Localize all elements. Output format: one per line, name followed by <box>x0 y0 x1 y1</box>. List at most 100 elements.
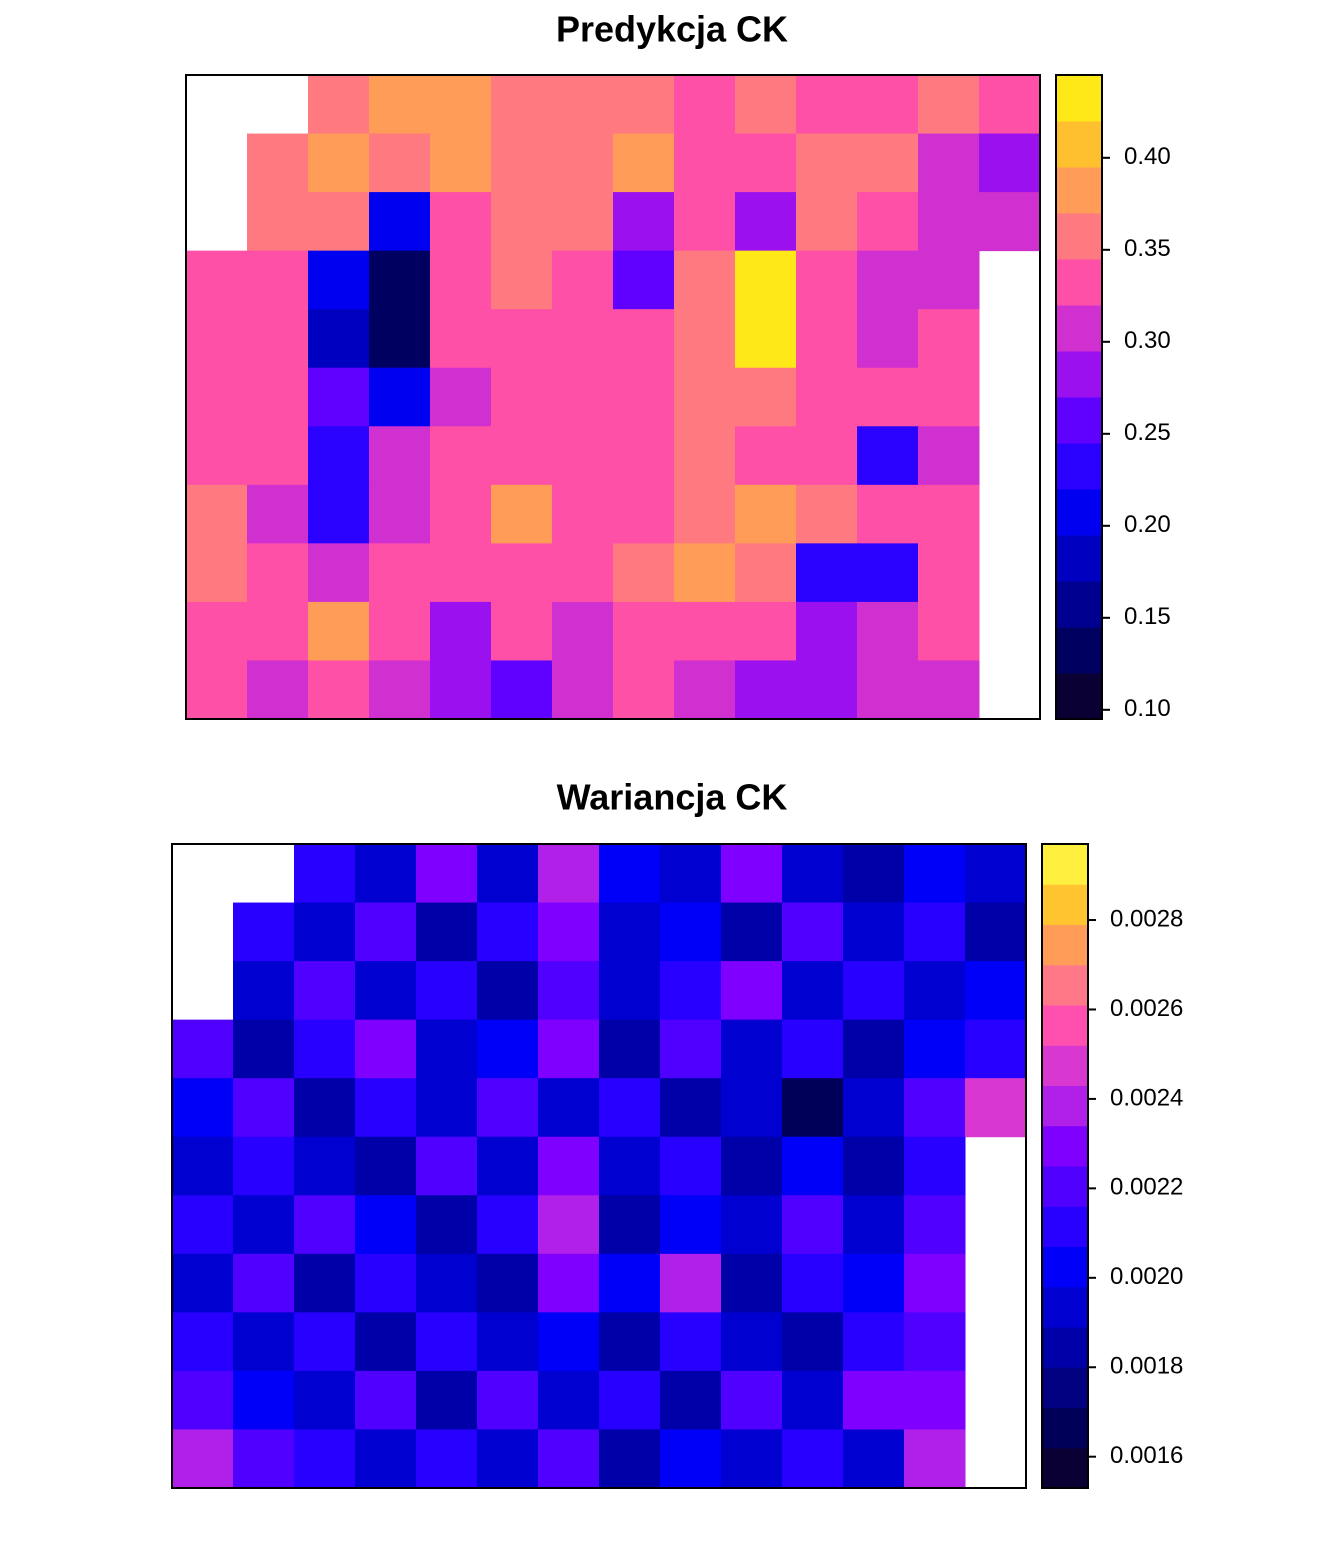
raster-cell <box>796 192 858 252</box>
raster-cell <box>491 367 553 427</box>
raster-cell <box>294 1312 356 1372</box>
raster-cell <box>416 1253 478 1313</box>
raster-cell <box>247 309 309 369</box>
raster-cell <box>796 601 858 661</box>
raster-cell <box>721 1370 783 1430</box>
colorbar-band <box>1042 1166 1088 1207</box>
raster-cell <box>294 1253 356 1313</box>
raster-cell <box>782 1429 844 1489</box>
raster-cell <box>308 133 370 193</box>
raster-cell <box>735 192 797 252</box>
raster-cell <box>613 250 675 310</box>
raster-cell <box>477 1136 539 1196</box>
raster-cell <box>735 309 797 369</box>
raster-cell <box>416 1019 478 1079</box>
raster-cell <box>782 1136 844 1196</box>
raster-cell <box>599 961 661 1021</box>
raster-cell <box>965 902 1027 962</box>
raster-cell <box>674 75 736 135</box>
raster-cell <box>843 961 905 1021</box>
raster-cell <box>430 133 492 193</box>
raster-cell <box>674 133 736 193</box>
colorbar-band <box>1042 1327 1088 1368</box>
raster-cell <box>355 1019 417 1079</box>
raster-cell <box>782 902 844 962</box>
raster-cell <box>857 660 919 720</box>
raster-cell <box>294 1078 356 1138</box>
raster-cell <box>904 1253 966 1313</box>
raster-cell <box>430 250 492 310</box>
raster-cell <box>369 250 431 310</box>
raster-cell <box>477 1019 539 1079</box>
colorbar-band <box>1056 121 1102 168</box>
raster-cell <box>660 1078 722 1138</box>
raster-cell <box>186 543 248 603</box>
raster-cell <box>430 660 492 720</box>
raster-cell <box>965 961 1027 1021</box>
raster-cell <box>918 543 980 603</box>
raster-cell <box>416 844 478 904</box>
raster-cell <box>857 543 919 603</box>
raster-cell <box>477 1078 539 1138</box>
colorbar-band <box>1056 443 1102 490</box>
raster-cell <box>416 902 478 962</box>
raster-cell <box>735 601 797 661</box>
raster-cell <box>843 1019 905 1079</box>
raster-cell <box>782 844 844 904</box>
raster-cell <box>233 1370 295 1430</box>
colorbar-frame <box>1041 843 1089 1489</box>
raster-cell <box>369 133 431 193</box>
raster-cell <box>538 844 600 904</box>
colorbar-band <box>1056 75 1102 122</box>
raster-cell <box>430 75 492 135</box>
raster-cell <box>247 601 309 661</box>
raster-cell <box>599 844 661 904</box>
raster-cell <box>721 1195 783 1255</box>
raster-cell <box>660 1019 722 1079</box>
raster-cell <box>477 844 539 904</box>
raster-cell <box>904 902 966 962</box>
raster-cell <box>369 484 431 544</box>
raster-cell <box>613 309 675 369</box>
raster-cell <box>599 1429 661 1489</box>
raster-cell <box>918 192 980 252</box>
raster-cell <box>613 367 675 427</box>
colorbar-band <box>1042 844 1088 885</box>
raster-cell <box>918 250 980 310</box>
raster-cell <box>308 192 370 252</box>
raster-cell <box>796 484 858 544</box>
raster-cell <box>735 426 797 486</box>
raster-cell <box>294 961 356 1021</box>
raster-cell <box>660 844 722 904</box>
raster-cell <box>599 902 661 962</box>
raster-cell <box>721 1019 783 1079</box>
raster-cell <box>796 543 858 603</box>
colorbar-tick-label: 0.10 <box>1124 695 1171 722</box>
raster-cell <box>416 1370 478 1430</box>
colorbar-band <box>1042 1125 1088 1167</box>
raster-cell <box>233 902 295 962</box>
raster-cell <box>308 367 370 427</box>
raster-cell <box>796 660 858 720</box>
raster-cell <box>491 250 553 310</box>
raster-cell <box>904 1078 966 1138</box>
raster-cell <box>613 543 675 603</box>
raster-cell <box>355 1312 417 1372</box>
raster-cell <box>491 543 553 603</box>
raster-cell <box>430 484 492 544</box>
raster-cell <box>294 844 356 904</box>
raster-cell <box>782 1019 844 1079</box>
colorbar-tick-label: 0.0022 <box>1110 1174 1183 1201</box>
raster-cell <box>308 75 370 135</box>
raster-cell <box>796 250 858 310</box>
raster-cell <box>918 601 980 661</box>
raster-cell <box>477 902 539 962</box>
colorbar-tick-label: 0.30 <box>1124 327 1171 354</box>
plot-frame <box>185 74 1041 720</box>
raster-cell <box>552 250 614 310</box>
raster-cell <box>857 601 919 661</box>
raster-cell <box>552 426 614 486</box>
raster-cell <box>247 133 309 193</box>
raster-cell <box>186 484 248 544</box>
raster-cell <box>904 1195 966 1255</box>
